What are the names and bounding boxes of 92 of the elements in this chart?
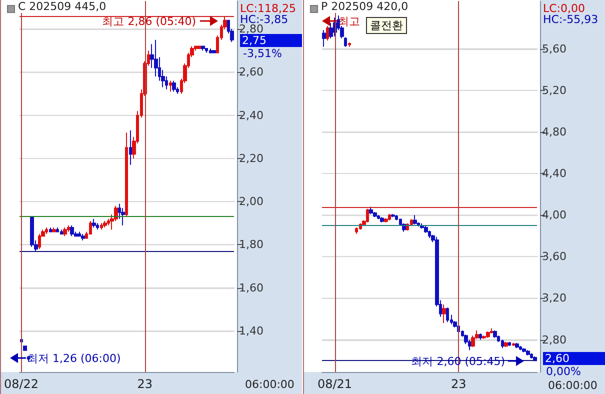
text: HC:-55,93 [543, 13, 598, 26]
y-tick-label: 3,60 [542, 250, 566, 264]
y-tick-label: 5,60 [542, 42, 566, 56]
candlestick [212, 50, 216, 54]
candlestick [125, 132, 128, 218]
y-tick-label: 3,20 [542, 292, 566, 305]
candlestick [486, 330, 490, 338]
candlestick [501, 339, 504, 349]
candlestick [530, 352, 533, 359]
y-tick-label: 5,20 [542, 84, 566, 97]
annotation: 콜전환 [366, 17, 407, 34]
text: LC:118,25 [240, 2, 296, 15]
candlestick [52, 226, 56, 232]
candlestick [322, 30, 326, 48]
candlestick [512, 342, 515, 347]
candlestick [522, 348, 526, 353]
candlestick [205, 48, 208, 54]
candlestick [67, 224, 70, 232]
candlestick [515, 342, 519, 349]
candlestick [479, 333, 482, 340]
x-tick-label: 23 [451, 377, 466, 391]
candlestick [519, 346, 522, 351]
candlestick [395, 214, 398, 221]
candlestick [201, 46, 205, 52]
candlestick [348, 42, 351, 48]
candlestick [70, 224, 74, 237]
text: -3,51% [243, 47, 282, 60]
y-tick-label: 4,80 [542, 125, 566, 138]
candlestick [413, 214, 417, 225]
candlestick [23, 346, 27, 351]
text: 0,00% [546, 365, 581, 378]
candlestick [169, 80, 172, 92]
annotation: 최저 1,26 (06:00) [27, 352, 121, 365]
candlestick [377, 214, 380, 220]
candlestick [107, 218, 110, 226]
candlestick [49, 226, 52, 232]
candlestick [154, 39, 158, 77]
y-tick-label: 2,60 [239, 66, 264, 79]
candlestick [129, 130, 132, 166]
candlestick [121, 208, 125, 226]
y-tick-label: 1,80 [239, 238, 264, 252]
candlestick [526, 350, 530, 356]
candlestick [198, 46, 201, 49]
candlestick [482, 335, 486, 340]
y-tick-label: 2,20 [239, 152, 264, 165]
chart-title: P 202509 420,0 [321, 0, 408, 13]
y-tick-label: 1,40 [239, 324, 264, 338]
y-tick-label: 2,80 [542, 333, 566, 346]
candlestick [63, 226, 67, 237]
candlestick [508, 341, 511, 347]
candlestick [490, 328, 493, 334]
candlestick [384, 218, 388, 223]
candlestick [366, 208, 369, 223]
text: 06:00:00 [548, 379, 598, 392]
candlestick [391, 214, 395, 218]
y-tick-label: 4,00 [542, 208, 566, 222]
candlestick [380, 216, 384, 223]
candlestick [60, 229, 63, 234]
candlestick [326, 25, 329, 41]
candlestick [100, 222, 103, 230]
candlestick [446, 307, 449, 323]
candlestick [504, 341, 508, 348]
chart-title: C 202509 445,0 [18, 0, 106, 13]
text: 06:00:00 [245, 378, 294, 391]
candlestick [92, 218, 96, 228]
text: LC:0,00 [543, 2, 586, 15]
candlestick [78, 231, 81, 237]
candlestick [209, 48, 212, 54]
y-tick-label: 2,40 [239, 108, 264, 122]
candlestick [373, 211, 377, 218]
candlestick [38, 233, 41, 250]
candlestick [344, 36, 347, 48]
x-tick-label: 08/21 [317, 377, 352, 391]
candlestick [442, 304, 446, 324]
candlestick [30, 216, 34, 248]
candlestick [172, 80, 176, 92]
y-tick-label: 4,40 [542, 167, 566, 180]
candlestick [369, 206, 373, 215]
candlestick [103, 220, 107, 228]
x-tick-label: 08/22 [4, 377, 39, 391]
candlestick [81, 233, 85, 241]
y-tick-label: 2,00 [239, 195, 264, 208]
candlestick [56, 226, 59, 232]
candlestick [493, 330, 497, 338]
candlestick [388, 214, 391, 221]
x-tick-label: 23 [137, 377, 153, 391]
y-tick-label: 1,60 [239, 281, 264, 294]
text: 2,75 [240, 34, 303, 47]
candlestick [428, 230, 431, 238]
candlestick [355, 227, 358, 234]
candlestick [96, 222, 99, 230]
candlestick [45, 226, 48, 234]
